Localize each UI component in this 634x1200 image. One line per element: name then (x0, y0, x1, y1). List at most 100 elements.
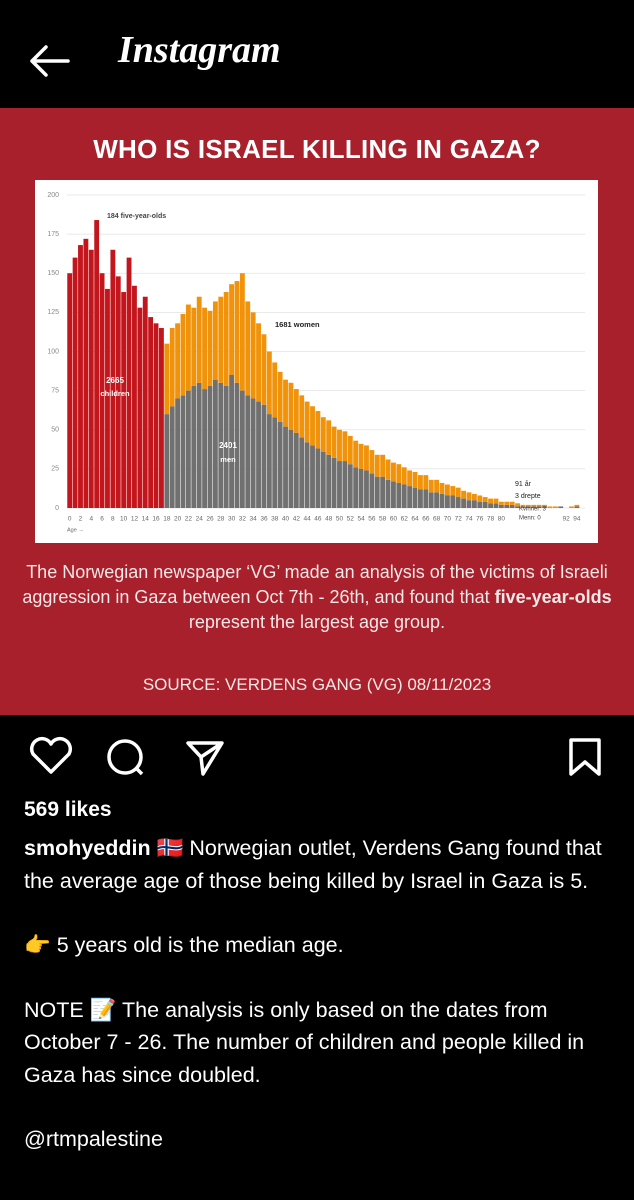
bar (337, 429, 342, 462)
annotation: 184 five-year-olds (107, 213, 166, 220)
bar (531, 504, 537, 507)
bar (315, 410, 321, 449)
post-image: WHO IS ISRAEL KILLING IN GAZA? 0 25 50 75 10… (0, 108, 634, 715)
description-bold: five-year-olds (494, 587, 612, 607)
bar (498, 504, 504, 508)
bar (261, 334, 267, 405)
bar (450, 495, 456, 508)
bar (515, 503, 520, 507)
bar (218, 382, 224, 508)
x-tick-label: 92 (562, 516, 570, 523)
bar (471, 500, 477, 508)
bar (358, 443, 364, 469)
bar (488, 503, 494, 508)
bar (331, 457, 337, 508)
bar (153, 323, 159, 508)
x-tick-label: 52 (347, 516, 355, 523)
bar (380, 476, 386, 508)
bar (250, 398, 256, 508)
bar (417, 475, 423, 490)
save-button[interactable] (569, 738, 601, 776)
bar (212, 301, 218, 380)
bar (185, 304, 191, 391)
y-tick-label: 125 (47, 309, 59, 316)
bar (423, 475, 429, 490)
bar (315, 448, 321, 508)
bar (283, 426, 288, 508)
bar (369, 473, 375, 508)
bar (461, 498, 467, 508)
likes[interactable]: 569 likes (24, 798, 112, 821)
bar (493, 503, 499, 508)
x-tick-label: 26 (206, 516, 214, 523)
bar (525, 504, 531, 507)
bar (536, 506, 542, 508)
x-tick-label: 20 (174, 516, 182, 523)
bar (482, 497, 488, 502)
description: The Norwegian newspaper ‘VG’ made an ana… (17, 560, 617, 635)
bar (72, 257, 78, 508)
bar (283, 379, 288, 427)
mention[interactable]: @rtmpalestine (24, 1127, 163, 1151)
annotation: 3 drepte (515, 493, 541, 500)
bar (488, 498, 494, 504)
bar (466, 500, 472, 508)
bar (304, 442, 310, 508)
bar (547, 506, 553, 508)
caption-body: smohyeddin 🇳🇴 Norwegian outlet, Verdens … (24, 832, 609, 897)
bar (126, 257, 132, 508)
bar (515, 506, 520, 508)
y-tick-label: 200 (47, 192, 59, 199)
bar (320, 417, 326, 452)
bar (277, 371, 283, 422)
x-tick-label: 40 (282, 516, 290, 523)
bar (229, 284, 235, 375)
bar (218, 296, 224, 383)
annotation: Kvinner: 3 (519, 507, 547, 513)
bar (455, 497, 461, 508)
x-tick-label: 36 (260, 516, 268, 523)
bar (531, 506, 537, 508)
bar (105, 288, 110, 508)
source: SOURCE: VERDENS GANG (VG) 08/11/2023 (142, 675, 492, 694)
bar (299, 395, 305, 438)
x-tick-label: 72 (455, 516, 463, 523)
bar (358, 468, 364, 508)
bar (207, 310, 213, 386)
back-button[interactable] (28, 44, 70, 78)
x-tick-label: 30 (228, 516, 236, 523)
x-tick-label: 48 (325, 516, 333, 523)
bar (164, 343, 170, 415)
bar (369, 450, 375, 474)
x-tick-label: 0 (68, 516, 72, 523)
bar (455, 487, 461, 498)
bar (326, 420, 332, 455)
bar (417, 489, 423, 508)
bar (385, 479, 391, 508)
bar (261, 404, 267, 508)
username[interactable]: smohyeddin (24, 836, 151, 860)
bar (396, 482, 402, 508)
share-button[interactable] (186, 741, 224, 776)
description-text: represent the largest age group. (188, 612, 446, 632)
bar (196, 296, 202, 383)
bar (374, 454, 380, 477)
like-button[interactable] (29, 737, 73, 774)
bar (477, 495, 483, 502)
bar (164, 414, 170, 508)
bar (180, 395, 186, 508)
bar (461, 490, 467, 499)
bar (342, 461, 348, 508)
comment-button[interactable] (107, 739, 144, 776)
x-tick-label: 70 (444, 516, 452, 523)
bar (471, 493, 477, 501)
x-tick-label: 10 (120, 516, 128, 523)
bar (542, 504, 547, 507)
bar (423, 489, 429, 508)
bar (299, 437, 305, 508)
caption-paragraph: 👉 5 years old is the median age. (24, 933, 344, 957)
bar (137, 307, 143, 508)
annotation: men (220, 455, 236, 464)
bar (196, 382, 202, 508)
